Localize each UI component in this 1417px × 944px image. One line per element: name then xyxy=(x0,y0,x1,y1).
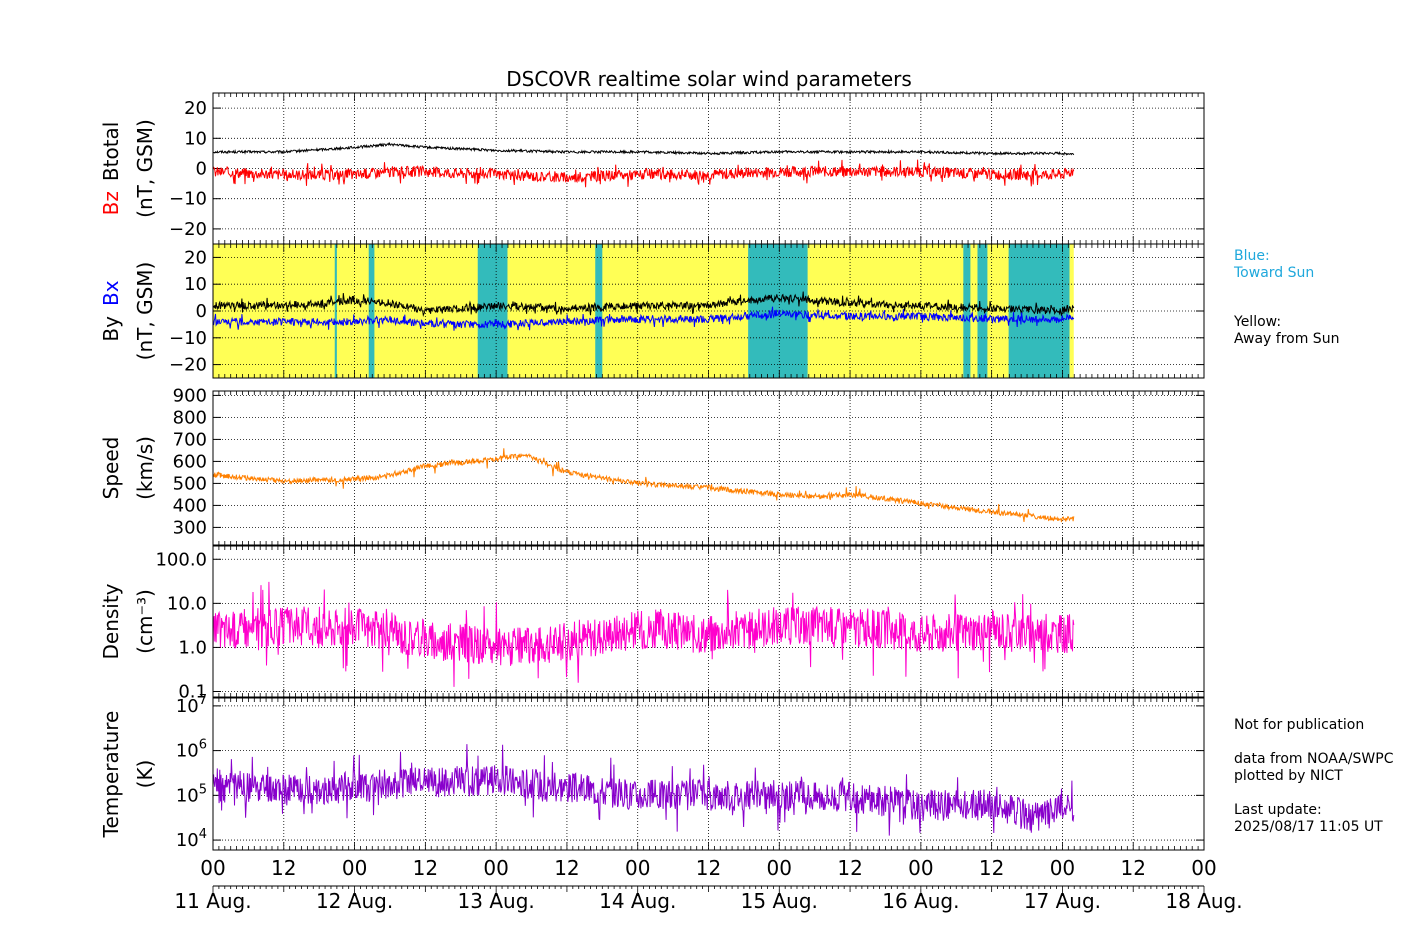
series-by xyxy=(212,291,1075,318)
y-tick-label: 1.0 xyxy=(178,637,207,658)
hour-tick-label: 12 xyxy=(979,856,1004,880)
y-tick-label: 400 xyxy=(173,495,207,516)
day-label: 13 Aug. xyxy=(458,889,535,913)
legend-toward-sun: Blue: Toward Sun xyxy=(1234,248,1315,281)
toward-sun-shading xyxy=(368,244,375,378)
y-tick-label: 10 xyxy=(184,128,207,149)
panel-by_bx: 20 10 0 −10 −20 ByBx (nT, GSM) xyxy=(99,243,1205,379)
y-tick-label: 105 xyxy=(176,782,207,806)
hour-tick-label: 00 xyxy=(483,856,508,880)
hour-tick-label: 12 xyxy=(271,856,296,880)
day-label: 17 Aug. xyxy=(1024,889,1101,913)
y-tick-label: −10 xyxy=(169,328,207,349)
y-tick-label: 100.0 xyxy=(155,549,207,570)
series-bx xyxy=(212,306,1075,331)
hour-tick-label: 00 xyxy=(1191,856,1216,880)
hour-tick-label: 00 xyxy=(200,856,225,880)
y-tick-label: −10 xyxy=(169,189,207,210)
y-tick-label: 10 xyxy=(184,274,207,295)
series-btotal xyxy=(212,141,1075,156)
y-axis-label: BzBtotal xyxy=(99,122,123,216)
series-density xyxy=(212,581,1075,687)
panel-frame xyxy=(212,243,1205,379)
y-tick-label: 104 xyxy=(176,827,207,851)
y-axis-units: (cm⁻³) xyxy=(133,589,157,654)
y-tick-label: −20 xyxy=(169,355,207,376)
panel-btotal_bz: 20 10 0 −10 −20 BzBtotal (nT, GSM) xyxy=(99,92,1205,245)
hour-tick-label: 00 xyxy=(1050,856,1075,880)
hour-tick-label: 12 xyxy=(837,856,862,880)
y-tick-label: 600 xyxy=(173,451,207,472)
hour-tick-label: 00 xyxy=(767,856,792,880)
y-axis-units: (nT, GSM) xyxy=(133,119,157,218)
legend-away-from-sun: Yellow: Away from Sun xyxy=(1234,314,1340,347)
y-axis-units: (K) xyxy=(133,760,157,789)
panel-frame xyxy=(212,390,1205,546)
panel-frame xyxy=(212,697,1205,851)
hour-tick-label: 12 xyxy=(554,856,579,880)
hour-tick-label: 00 xyxy=(342,856,367,880)
footer-notes: Not for publication data from NOAA/SWPC … xyxy=(1234,717,1394,835)
day-label: 16 Aug. xyxy=(882,889,959,913)
y-tick-label: 10.0 xyxy=(167,593,207,614)
hour-tick-label: 12 xyxy=(696,856,721,880)
series-temperature xyxy=(212,744,1075,836)
y-tick-label: 0 xyxy=(196,159,207,180)
day-label: 14 Aug. xyxy=(599,889,676,913)
panel-frame xyxy=(212,545,1205,698)
y-tick-label: 20 xyxy=(184,247,207,268)
y-tick-label: 0.1 xyxy=(178,681,207,702)
day-label: 18 Aug. xyxy=(1165,889,1242,913)
y-tick-label: 20 xyxy=(184,98,207,119)
hour-tick-label: 12 xyxy=(1120,856,1145,880)
y-tick-label: 900 xyxy=(173,385,207,406)
panel-temperature: 107 106 105 104 Temperature (K) xyxy=(99,693,1205,851)
panel-density: 100.0 10.0 1.0 0.1 Density (cm⁻³) xyxy=(99,545,1205,702)
day-label: 11 Aug. xyxy=(174,889,251,913)
toward-sun-shading xyxy=(977,244,988,378)
toward-sun-shading xyxy=(595,244,603,378)
day-label: 12 Aug. xyxy=(316,889,393,913)
series-bz xyxy=(212,159,1075,188)
y-tick-label: 107 xyxy=(176,693,207,717)
y-tick-label: 800 xyxy=(173,407,207,428)
hour-tick-label: 00 xyxy=(908,856,933,880)
y-axis-units: (km/s) xyxy=(133,436,157,500)
y-axis-units: (nT, GSM) xyxy=(133,262,157,361)
y-tick-label: −20 xyxy=(169,219,207,240)
chart-title: DSCOVR realtime solar wind parameters xyxy=(506,67,912,91)
y-tick-label: 500 xyxy=(173,473,207,494)
hour-tick-label: 12 xyxy=(413,856,438,880)
time-axis: 00 12 00 12 00 12 00 12 00 12 00 12 00 12 00 11 Aug. 12 … xyxy=(174,856,1242,913)
y-tick-label: 300 xyxy=(173,517,207,538)
y-axis-label: Speed xyxy=(99,437,123,500)
y-axis-label: ByBx xyxy=(99,280,123,341)
y-tick-label: 106 xyxy=(176,738,207,762)
y-axis-label: Temperature xyxy=(99,711,123,839)
toward-sun-shading xyxy=(334,244,337,378)
day-label: 15 Aug. xyxy=(741,889,818,913)
y-axis-label: Density xyxy=(99,583,123,659)
series-speed xyxy=(212,448,1075,523)
chart-panels: 20 10 0 −10 −20 BzBtotal (nT, GSM) 20 10 0 −10 −20 B… xyxy=(99,92,1205,851)
hour-tick-label: 00 xyxy=(625,856,650,880)
y-tick-label: 700 xyxy=(173,429,207,450)
y-tick-label: 0 xyxy=(196,301,207,322)
